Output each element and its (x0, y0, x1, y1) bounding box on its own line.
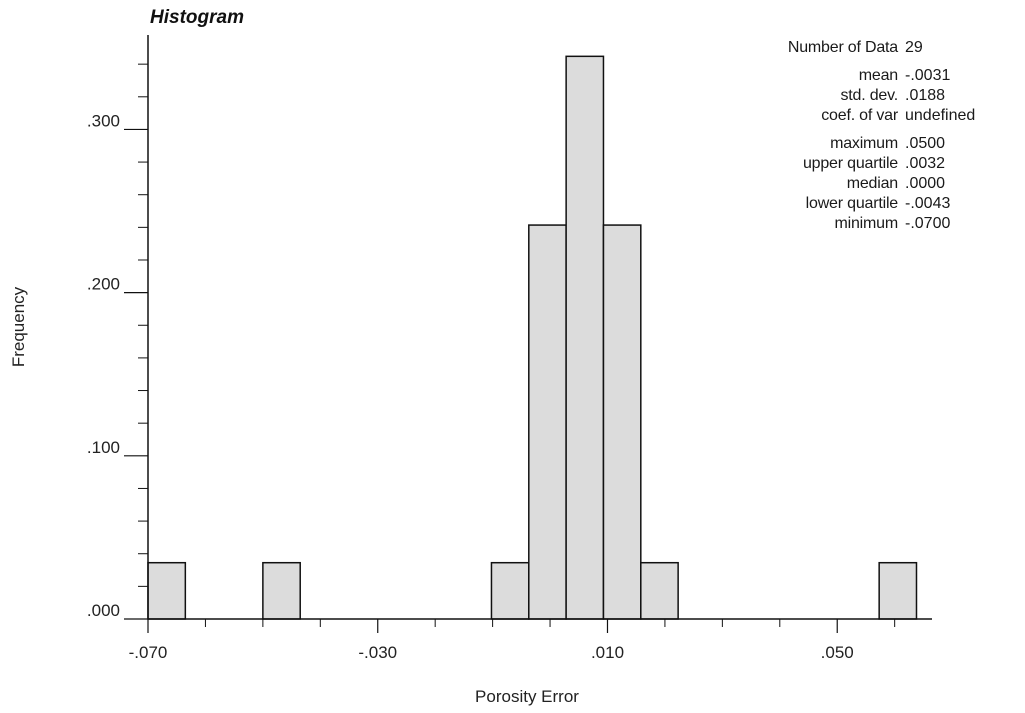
histogram-bar (565, 55, 605, 620)
stat-value: 29 (905, 39, 923, 56)
stat-value: undefined (905, 107, 976, 124)
x-minor-ticks (204, 619, 896, 627)
x-tick-label: -.070 (129, 643, 168, 662)
y-tick-label: .200 (87, 275, 120, 294)
stat-label: mean (858, 67, 898, 84)
stat-label: median (846, 175, 898, 192)
stat-label: lower quartile (805, 195, 899, 212)
stat-row-number-of-data: Number of Data 29 (740, 38, 975, 58)
stat-value: .0188 (905, 87, 946, 104)
x-tick-label: -.030 (358, 643, 397, 662)
stat-label: minimum (834, 215, 899, 232)
stat-row-minimum: minimum -.0700 (740, 214, 975, 234)
stat-row-coef-of-var: coef. of var undefined (740, 106, 975, 126)
stat-row-maximum: maximum .0500 (740, 134, 975, 154)
stat-row-median: median .0000 (740, 174, 975, 194)
stat-row-upper-quartile: upper quartile .0032 (740, 154, 975, 174)
y-minor-ticks (138, 63, 148, 587)
stat-value: .0000 (905, 175, 946, 192)
x-ticks: -.070 -.030 .010 .050 (129, 619, 854, 662)
stat-value: -.0031 (905, 67, 951, 84)
x-tick-label: .050 (821, 643, 854, 662)
histogram-bar (602, 224, 642, 620)
stat-row-std-dev: std. dev. .0188 (740, 86, 975, 106)
x-tick-label: .010 (591, 643, 624, 662)
bars-group (147, 55, 918, 620)
histogram-bar (640, 561, 679, 620)
stat-value: -.0043 (905, 195, 951, 212)
stat-label: std. dev. (840, 87, 899, 104)
histogram-bar (262, 561, 301, 620)
stat-value: -.0700 (905, 215, 951, 232)
summary-statistics-panel: Number of Data 29 mean -.0031 std. dev. … (740, 38, 975, 234)
chart-title: Histogram (150, 7, 244, 28)
stat-label: Number of Data (787, 39, 898, 56)
stat-row-lower-quartile: lower quartile -.0043 (740, 194, 975, 214)
y-tick-label: .100 (87, 438, 120, 457)
y-axis-label: Frequency (9, 286, 28, 367)
stat-label: maximum (830, 135, 898, 152)
x-axis-label: Porosity Error (475, 687, 579, 706)
stat-row-mean: mean -.0031 (740, 66, 975, 86)
y-tick-label: .000 (87, 601, 120, 620)
y-tick-label: .300 (87, 111, 120, 130)
histogram-bar (490, 561, 530, 620)
stat-label: upper quartile (802, 155, 898, 172)
histogram-bar (528, 224, 567, 620)
histogram-bar (147, 561, 187, 620)
stat-label: coef. of var (821, 107, 898, 124)
stat-value: .0500 (905, 135, 946, 152)
y-ticks: .000 .100 .200 .300 (87, 111, 148, 620)
stat-value: .0032 (905, 155, 946, 172)
histogram-bar (878, 561, 918, 620)
